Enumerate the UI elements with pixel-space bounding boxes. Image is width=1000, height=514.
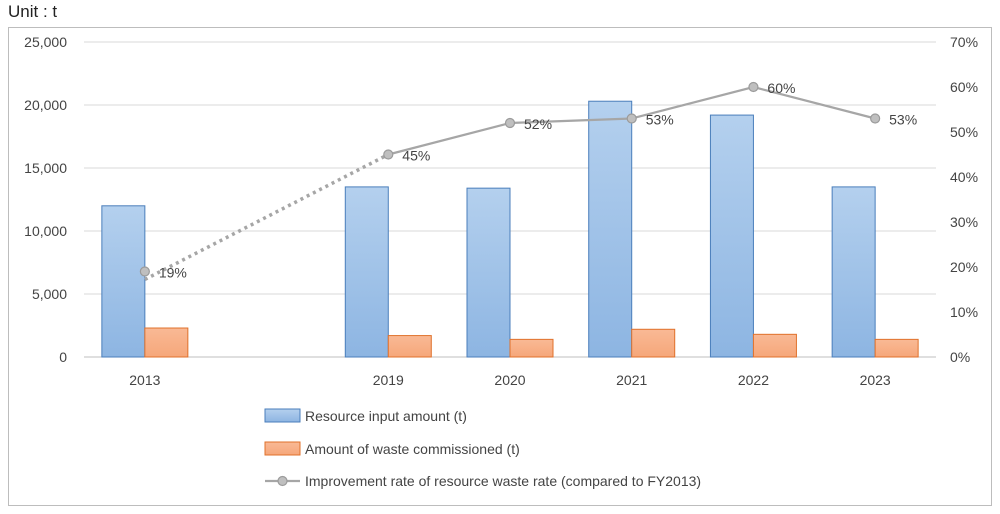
rate-data-label: 53%: [646, 112, 674, 128]
unit-label: Unit : t: [8, 2, 58, 21]
rate-point: [626, 113, 637, 124]
legend-label: Amount of waste commissioned (t): [305, 441, 520, 457]
rate-data-label: 19%: [159, 265, 187, 281]
y-right-tick-label: 50%: [950, 124, 978, 140]
y-left-tick-label: 10,000: [24, 223, 67, 239]
rate-data-label: 52%: [524, 116, 552, 132]
legend-swatch: [264, 441, 301, 456]
y-left-tick-label: 15,000: [24, 160, 67, 176]
bar-waste-commissioned: [387, 335, 432, 358]
y-left-tick-label: 0: [59, 349, 67, 365]
rate-data-label: 60%: [767, 80, 795, 96]
x-tick-label: 2019: [373, 372, 404, 388]
rate-data-label: 53%: [889, 112, 917, 128]
bar-waste-commissioned: [874, 338, 919, 358]
bar-waste-commissioned: [144, 327, 189, 358]
chart-frame: [8, 27, 992, 506]
rate-point: [139, 266, 150, 277]
bar-resource-input: [344, 186, 389, 358]
bar-resource-input: [831, 186, 876, 358]
bar-resource-input: [588, 100, 633, 358]
bar-resource-input: [101, 205, 146, 358]
rate-point: [383, 149, 394, 160]
x-tick-label: 2023: [860, 372, 891, 388]
x-tick-label: 2021: [616, 372, 647, 388]
rate-data-label: 45%: [402, 148, 430, 164]
y-right-tick-label: 0%: [950, 349, 970, 365]
rate-point: [870, 113, 881, 124]
bar-resource-input: [466, 187, 511, 358]
bar-resource-input: [709, 114, 754, 358]
y-axis-right: 0% 10% 20% 30% 40% 50% 60% 70%: [950, 34, 978, 365]
legend-marker: [277, 475, 288, 487]
x-axis: 2013 2019 2020 2021 2022 2023: [129, 372, 891, 388]
x-tick-label: 2013: [129, 372, 160, 388]
x-tick-label: 2022: [738, 372, 769, 388]
rate-point: [504, 117, 516, 129]
y-axis-left: 0 5,000 10,000 15,000 20,000 25,000: [24, 34, 67, 365]
legend: Resource input amount (t) Amount of waste…: [264, 408, 701, 489]
y-right-tick-label: 40%: [950, 169, 978, 185]
bars: [101, 100, 919, 358]
x-tick-label: 2020: [494, 372, 525, 388]
y-right-tick-label: 70%: [950, 34, 978, 50]
y-right-tick-label: 10%: [950, 304, 978, 320]
y-right-tick-label: 20%: [950, 259, 978, 275]
legend-label: Resource input amount (t): [305, 408, 467, 424]
y-right-tick-label: 30%: [950, 214, 978, 230]
bar-waste-commissioned: [631, 328, 676, 358]
rate-line: 19% 45% 52% 53% 60% 53%: [139, 80, 917, 282]
y-left-tick-label: 25,000: [24, 34, 67, 50]
legend-swatch: [264, 408, 301, 423]
rate-point: [748, 81, 759, 93]
y-left-tick-label: 20,000: [24, 97, 67, 113]
bar-waste-commissioned: [752, 333, 797, 358]
bar-waste-commissioned: [509, 338, 554, 358]
y-left-tick-label: 5,000: [32, 286, 67, 302]
y-right-tick-label: 60%: [950, 79, 978, 95]
legend-label: Improvement rate of resource waste rate …: [305, 473, 701, 489]
